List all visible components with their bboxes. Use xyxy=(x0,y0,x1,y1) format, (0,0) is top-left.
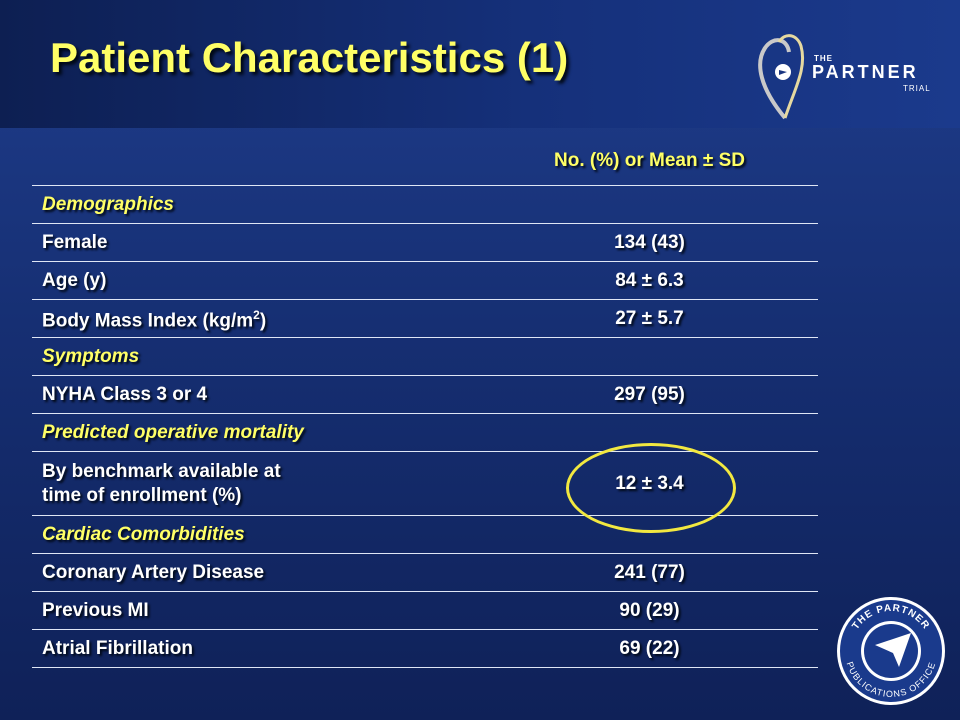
publications-office-seal: THE PARTNER PUBLICATIONS OFFICE xyxy=(835,595,947,707)
logo-trial-text: TRIAL xyxy=(903,84,931,93)
logo-partner-text: PARTNER xyxy=(812,62,919,82)
table-row-atrial-fibrillation: Atrial Fibrillation 69 (22) xyxy=(32,630,818,668)
table-row-age: Age (y) 84 ± 6.3 xyxy=(32,262,818,300)
row-label: NYHA Class 3 or 4 xyxy=(42,383,208,405)
row-label-line2: time of enrollment (%) xyxy=(42,484,242,506)
table-row-female: Female 134 (43) xyxy=(32,224,818,262)
table-header-row: No. (%) or Mean ± SD xyxy=(32,140,818,186)
table-row-cardiac-comorbidities: Cardiac Comorbidities xyxy=(32,516,818,554)
section-label: Symptoms xyxy=(42,345,140,367)
row-label: Body Mass Index (kg/m2) xyxy=(32,303,497,333)
section-label: Demographics xyxy=(42,193,174,215)
row-label-text: Body Mass Index (kg/m xyxy=(42,310,254,332)
row-label-line1: By benchmark available at xyxy=(42,460,281,482)
table-row-demographics: Demographics xyxy=(32,186,818,224)
row-value: 69 (22) xyxy=(619,637,680,659)
row-label: Coronary Artery Disease xyxy=(42,561,265,583)
section-label: Predicted operative mortality xyxy=(42,421,304,443)
row-label: By benchmark available at time of enroll… xyxy=(32,460,497,508)
slide-title: Patient Characteristics (1) xyxy=(50,34,569,81)
table-row-previous-mi: Previous MI 90 (29) xyxy=(32,592,818,630)
section-label: Cardiac Comorbidities xyxy=(42,523,245,545)
row-label-suffix: ) xyxy=(259,310,267,332)
row-value: 241 (77) xyxy=(614,561,685,583)
table-row-predicted-mortality: Predicted operative mortality xyxy=(32,414,818,452)
title-band xyxy=(0,0,960,128)
row-label-superscript: 2 xyxy=(253,308,260,323)
highlight-ellipse xyxy=(566,443,736,533)
characteristics-table: No. (%) or Mean ± SD Demographics Female… xyxy=(32,140,818,668)
value-column-header: No. (%) or Mean ± SD xyxy=(554,150,745,171)
table-row-bmi: Body Mass Index (kg/m2) 27 ± 5.7 xyxy=(32,300,818,338)
seal-emblem-icon: THE PARTNER PUBLICATIONS OFFICE xyxy=(837,597,945,705)
table-row-symptoms: Symptoms xyxy=(32,338,818,376)
row-label: Atrial Fibrillation xyxy=(42,637,193,659)
heart-swirl-icon xyxy=(758,34,805,120)
row-value: 297 (95) xyxy=(614,383,685,405)
row-value: 84 ± 6.3 xyxy=(615,269,684,291)
row-label: Previous MI xyxy=(42,599,149,621)
logo-the-text: THE xyxy=(814,54,833,63)
table-row-cad: Coronary Artery Disease 241 (77) xyxy=(32,554,818,592)
row-value: 27 ± 5.7 xyxy=(615,307,684,329)
row-label: Age (y) xyxy=(42,269,107,291)
row-value: 134 (43) xyxy=(614,231,685,253)
row-value: 90 (29) xyxy=(619,599,680,621)
table-row-nyha: NYHA Class 3 or 4 297 (95) xyxy=(32,376,818,414)
partner-trial-logo: THE PARTNER TRIAL xyxy=(755,28,945,123)
row-label: Female xyxy=(42,231,108,253)
